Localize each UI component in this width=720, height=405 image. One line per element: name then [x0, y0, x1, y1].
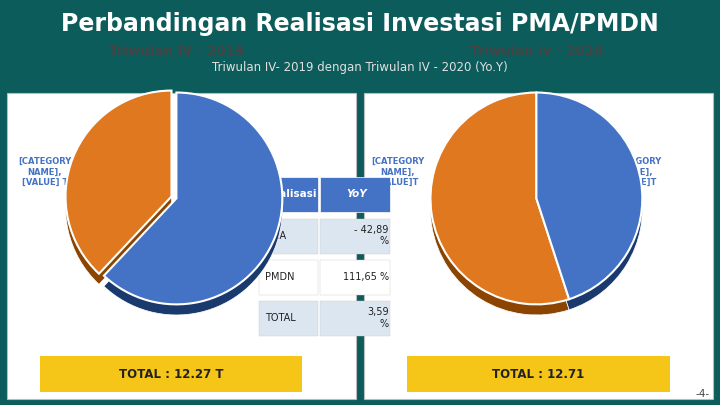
- Text: 3,59
%: 3,59 %: [367, 307, 389, 329]
- Text: TOTAL : 12.71: TOTAL : 12.71: [492, 368, 585, 381]
- Wedge shape: [431, 92, 569, 305]
- Wedge shape: [536, 92, 642, 299]
- Text: YoY: YoY: [346, 189, 366, 199]
- Wedge shape: [104, 103, 282, 315]
- Title: Triwulan iv - 2020: Triwulan iv - 2020: [470, 45, 603, 58]
- FancyBboxPatch shape: [320, 260, 390, 295]
- FancyBboxPatch shape: [259, 219, 318, 254]
- FancyBboxPatch shape: [320, 301, 390, 337]
- Text: - 42,89
%: - 42,89 %: [354, 225, 389, 246]
- Text: -4-: -4-: [695, 389, 709, 399]
- FancyBboxPatch shape: [364, 94, 713, 399]
- Wedge shape: [66, 91, 171, 274]
- FancyBboxPatch shape: [7, 94, 356, 399]
- Text: [CATEGORY
NAME],
[VALUE] T: [CATEGORY NAME], [VALUE] T: [18, 157, 71, 187]
- FancyBboxPatch shape: [259, 260, 318, 295]
- Text: TOTAL : 12.27 T: TOTAL : 12.27 T: [119, 368, 224, 381]
- Wedge shape: [104, 92, 282, 305]
- Text: Perbandingan Realisasi Investasi PMA/PMDN: Perbandingan Realisasi Investasi PMA/PMD…: [61, 13, 659, 36]
- FancyBboxPatch shape: [259, 301, 318, 337]
- FancyBboxPatch shape: [259, 177, 318, 213]
- Text: [CATEGORY
NAME],
[VALUE]T: [CATEGORY NAME], [VALUE]T: [371, 157, 424, 187]
- Text: Realisasi: Realisasi: [264, 189, 316, 199]
- Title: Triwulan IV - 2019: Triwulan IV - 2019: [109, 45, 244, 58]
- Text: Triwulan IV- 2019 dengan Triwulan IV - 2020 (Yo.Y): Triwulan IV- 2019 dengan Triwulan IV - 2…: [212, 62, 508, 75]
- Text: [CATEGORY
NAME],
[VALUE] T: [CATEGORY NAME], [VALUE] T: [205, 170, 258, 200]
- Wedge shape: [536, 103, 642, 310]
- FancyBboxPatch shape: [407, 356, 670, 392]
- Wedge shape: [431, 103, 569, 315]
- Text: [CATEGORY
NAME],
[VALUE]T: [CATEGORY NAME], [VALUE]T: [608, 157, 662, 187]
- Wedge shape: [66, 101, 171, 284]
- FancyBboxPatch shape: [320, 177, 390, 213]
- Text: PMDN: PMDN: [265, 272, 294, 282]
- Text: PMA: PMA: [265, 230, 286, 241]
- FancyBboxPatch shape: [320, 219, 390, 254]
- Text: TOTAL: TOTAL: [265, 313, 296, 323]
- FancyBboxPatch shape: [40, 356, 302, 392]
- Text: 111,65 %: 111,65 %: [343, 272, 389, 282]
